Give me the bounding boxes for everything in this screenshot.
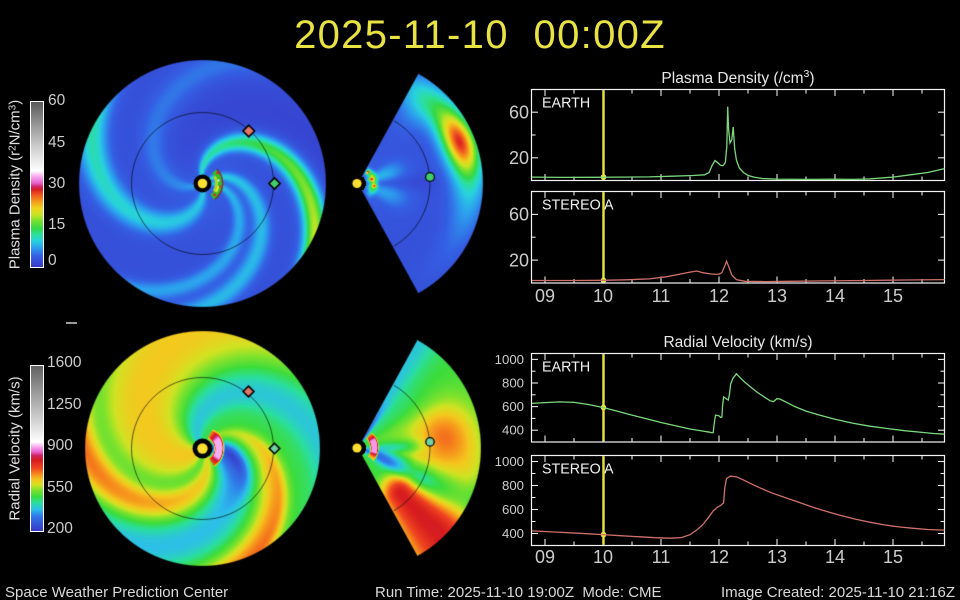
svg-text:09: 09 xyxy=(535,286,555,306)
svg-text:10: 10 xyxy=(593,547,613,567)
svg-text:20: 20 xyxy=(509,148,529,168)
svg-text:14: 14 xyxy=(825,286,845,306)
svg-text:15: 15 xyxy=(883,286,903,306)
svg-text:1000: 1000 xyxy=(495,352,524,367)
svg-text:1000: 1000 xyxy=(495,454,524,469)
svg-text:Plasma Density (/cm3): Plasma Density (/cm3) xyxy=(661,68,814,87)
svg-text:14: 14 xyxy=(825,547,845,567)
svg-text:60: 60 xyxy=(509,205,529,225)
svg-text:400: 400 xyxy=(502,526,524,541)
svg-text:13: 13 xyxy=(767,286,787,306)
svg-text:STEREO A: STEREO A xyxy=(542,198,614,214)
svg-text:12: 12 xyxy=(709,547,729,567)
svg-text:13: 13 xyxy=(767,547,787,567)
svg-text:Radial Velocity (km/s): Radial Velocity (km/s) xyxy=(663,334,812,351)
svg-text:15: 15 xyxy=(883,547,903,567)
svg-text:EARTH: EARTH xyxy=(542,360,590,376)
svg-text:EARTH: EARTH xyxy=(542,96,590,112)
svg-text:10: 10 xyxy=(593,286,613,306)
svg-text:600: 600 xyxy=(502,502,524,517)
svg-text:20: 20 xyxy=(509,250,529,270)
svg-text:11: 11 xyxy=(652,547,671,567)
svg-text:11: 11 xyxy=(652,286,671,306)
svg-text:800: 800 xyxy=(502,375,524,390)
svg-text:400: 400 xyxy=(502,423,524,438)
svg-text:STEREO A: STEREO A xyxy=(542,462,614,478)
svg-text:60: 60 xyxy=(509,103,529,123)
svg-text:600: 600 xyxy=(502,399,524,414)
svg-text:09: 09 xyxy=(535,547,555,567)
svg-text:800: 800 xyxy=(502,478,524,493)
svg-text:12: 12 xyxy=(709,286,729,306)
